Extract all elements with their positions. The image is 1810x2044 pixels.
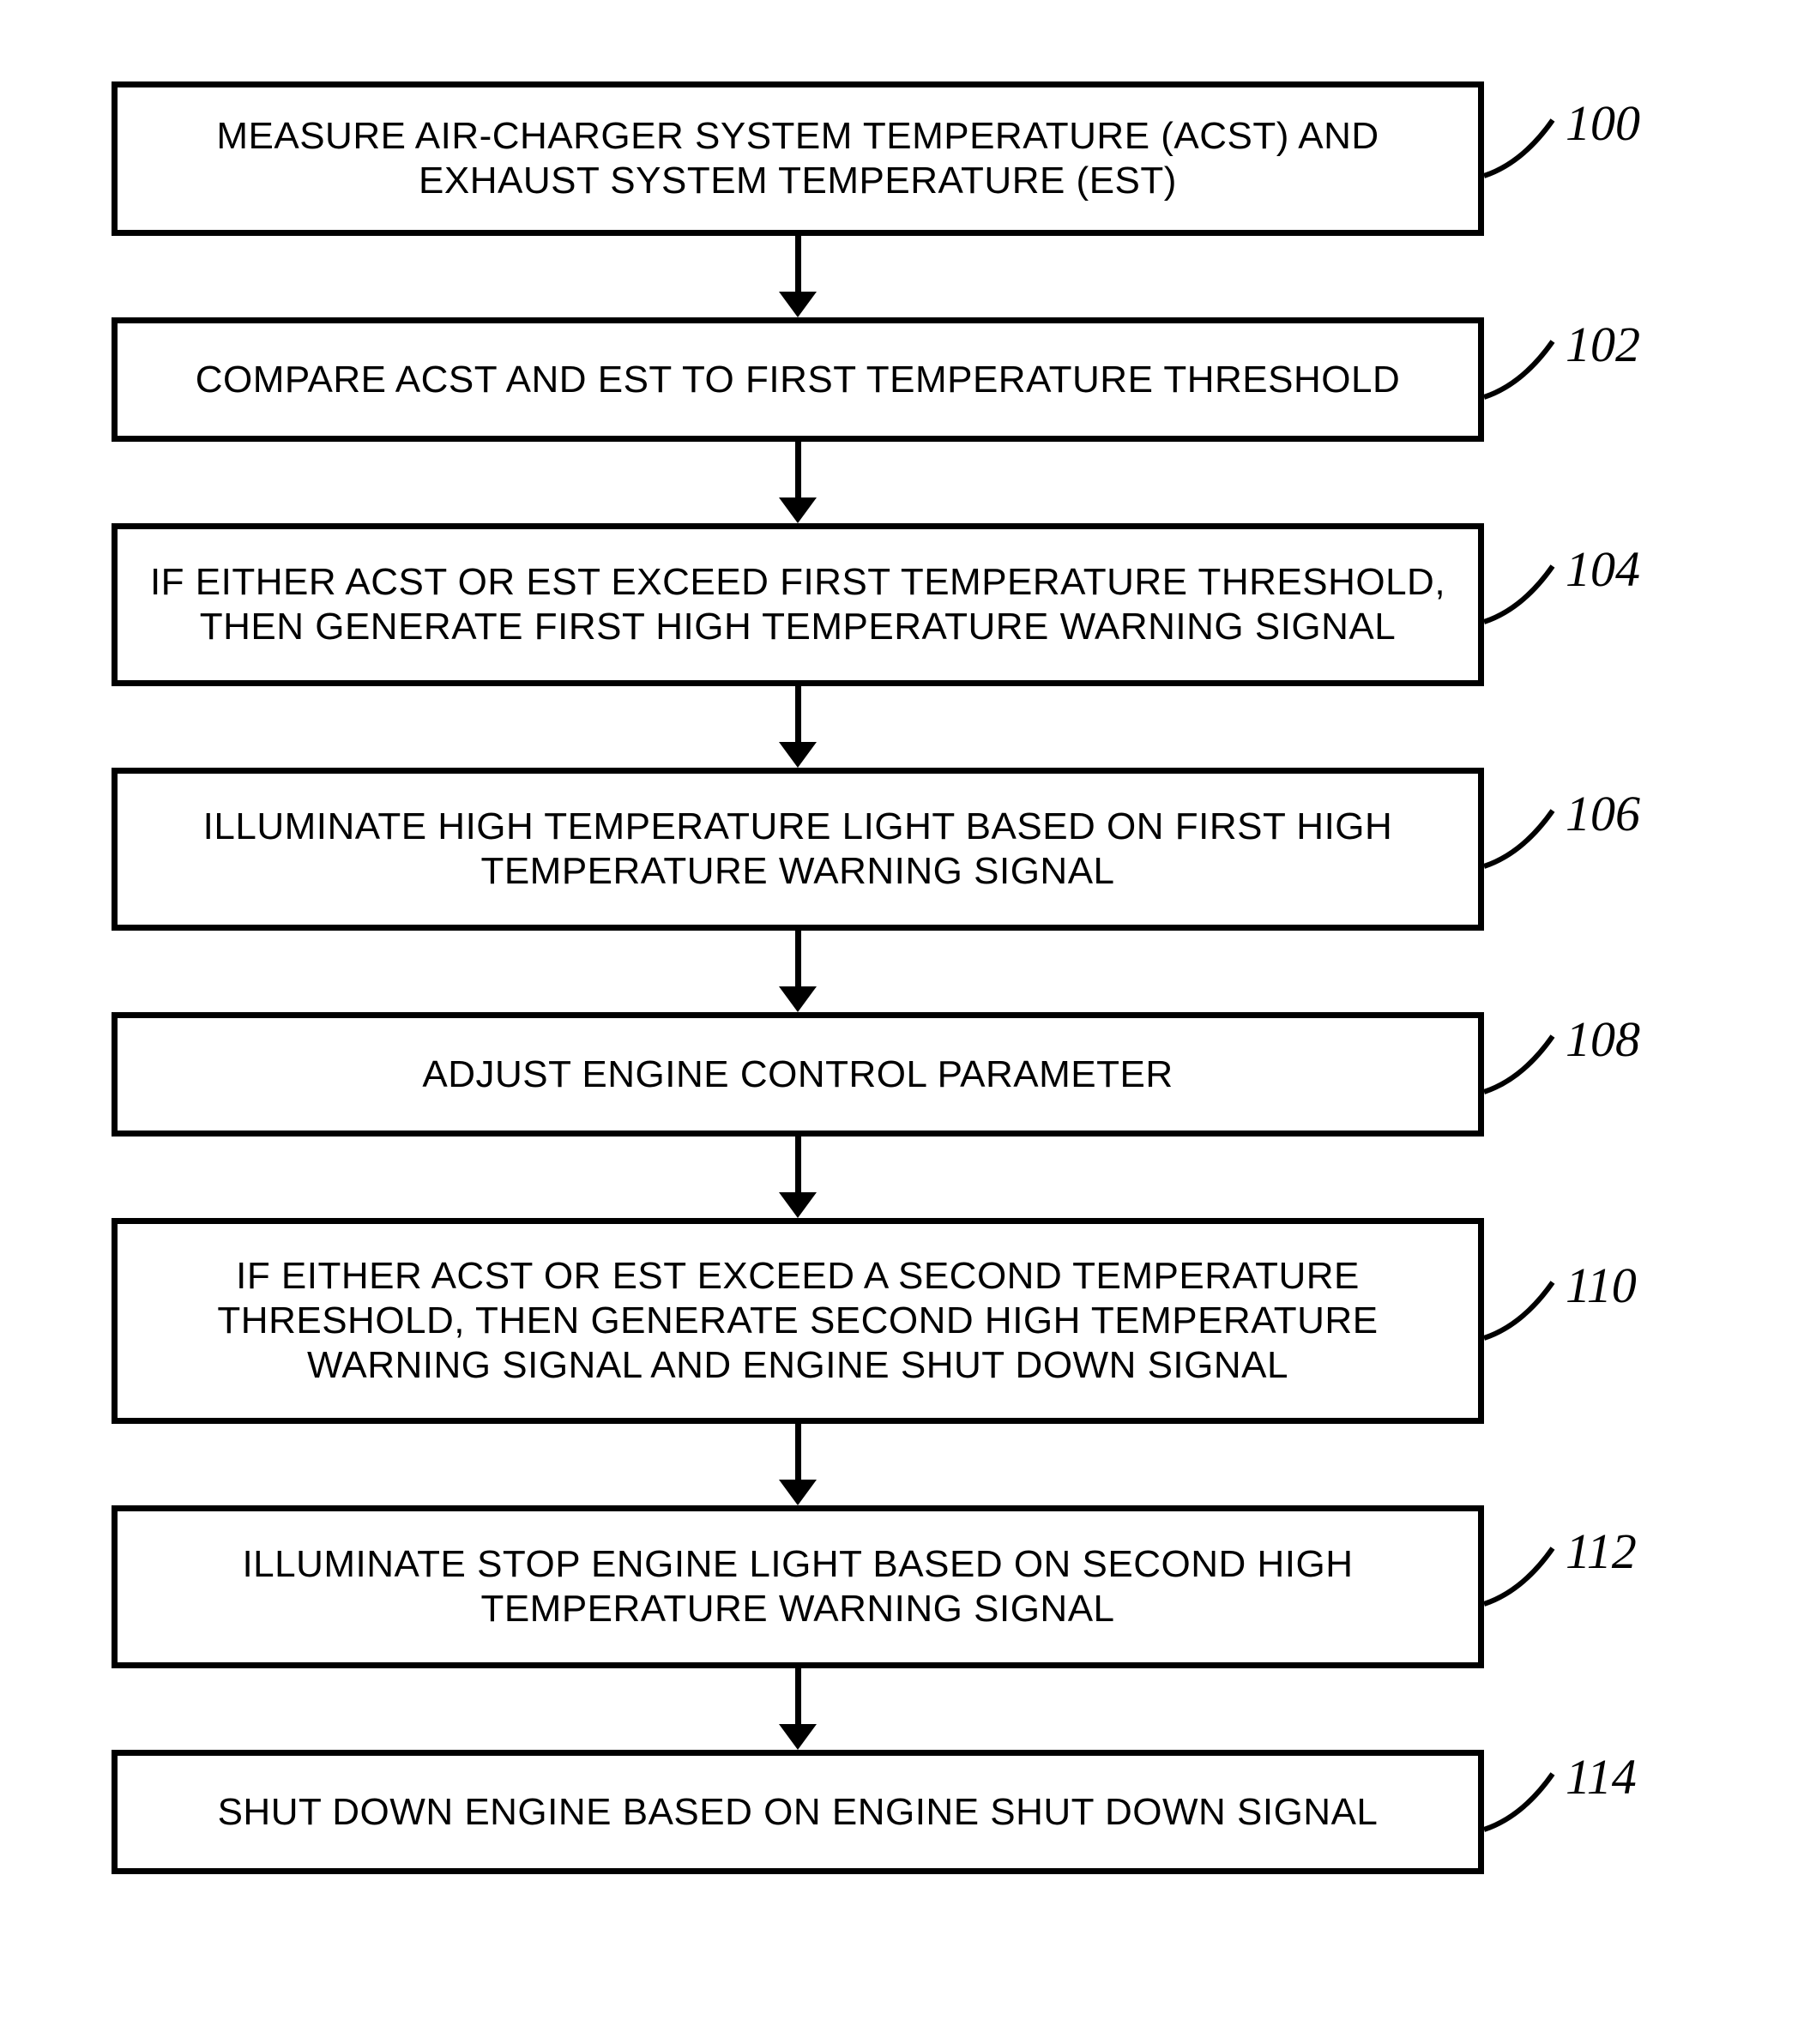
ref-label-108: 108	[1566, 1010, 1640, 1068]
arrow-head	[779, 986, 817, 1012]
arrow-head	[779, 497, 817, 523]
flow-box-text: IF EITHER ACST OR EST EXCEED FIRST TEMPE…	[150, 560, 1445, 649]
flow-box-b104: IF EITHER ACST OR EST EXCEED FIRST TEMPE…	[112, 523, 1484, 686]
flow-box-b114: SHUT DOWN ENGINE BASED ON ENGINE SHUT DO…	[112, 1750, 1484, 1874]
ref-label-102: 102	[1566, 316, 1640, 373]
flow-box-text: COMPARE ACST AND EST TO FIRST TEMPERATUR…	[196, 358, 1400, 402]
flow-box-text: ADJUST ENGINE CONTROL PARAMETER	[422, 1052, 1173, 1097]
ref-label-112: 112	[1566, 1522, 1637, 1580]
arrow-shaft	[795, 442, 801, 501]
flow-box-b108: ADJUST ENGINE CONTROL PARAMETER	[112, 1012, 1484, 1137]
flow-box-b102: COMPARE ACST AND EST TO FIRST TEMPERATUR…	[112, 317, 1484, 442]
arrow-head	[779, 742, 817, 768]
arrow-shaft	[795, 236, 801, 295]
flowchart-canvas: MEASURE AIR-CHARGER SYSTEM TEMPERATURE (…	[0, 0, 1810, 2044]
flow-box-b112: ILLUMINATE STOP ENGINE LIGHT BASED ON SE…	[112, 1505, 1484, 1668]
arrow-shaft	[795, 1137, 801, 1196]
ref-label-100: 100	[1566, 94, 1640, 152]
arrow-shaft	[795, 686, 801, 745]
arrow-head	[779, 1480, 817, 1505]
flow-box-text: ILLUMINATE STOP ENGINE LIGHT BASED ON SE…	[242, 1542, 1353, 1631]
arrow-shaft	[795, 1668, 801, 1727]
flow-box-text: MEASURE AIR-CHARGER SYSTEM TEMPERATURE (…	[216, 114, 1379, 203]
arrow-shaft	[795, 931, 801, 990]
flow-box-b100: MEASURE AIR-CHARGER SYSTEM TEMPERATURE (…	[112, 81, 1484, 236]
flow-box-text: IF EITHER ACST OR EST EXCEED A SECOND TE…	[217, 1254, 1378, 1388]
arrow-head	[779, 1192, 817, 1218]
ref-label-110: 110	[1566, 1257, 1637, 1314]
arrow-shaft	[795, 1424, 801, 1483]
ref-label-106: 106	[1566, 785, 1640, 842]
flow-box-b106: ILLUMINATE HIGH TEMPERATURE LIGHT BASED …	[112, 768, 1484, 931]
ref-label-104: 104	[1566, 540, 1640, 598]
ref-label-114: 114	[1566, 1748, 1637, 1806]
arrow-head	[779, 292, 817, 317]
arrow-head	[779, 1724, 817, 1750]
flow-box-text: ILLUMINATE HIGH TEMPERATURE LIGHT BASED …	[203, 805, 1393, 894]
flow-box-b110: IF EITHER ACST OR EST EXCEED A SECOND TE…	[112, 1218, 1484, 1424]
flow-box-text: SHUT DOWN ENGINE BASED ON ENGINE SHUT DO…	[218, 1790, 1379, 1835]
